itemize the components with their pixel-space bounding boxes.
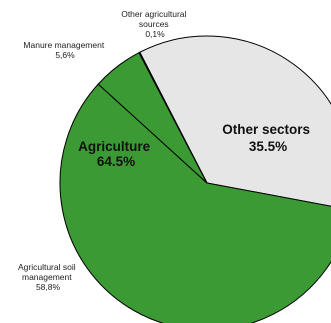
slice-label-other-sectors: Other sectors 35.5% — [222, 122, 314, 154]
slice-label-other-agricultural-sources: Other agricultural sources 0,1% — [121, 9, 189, 39]
slice-label-other-sectors-line1: Other sectors — [222, 122, 310, 137]
slice-label-manure-management: Manure management 5,6% — [23, 40, 106, 60]
slice-label-other-sectors-line2: 35.5% — [249, 139, 287, 154]
slice-label-other-agricultural-sources-line2: sources — [139, 19, 169, 29]
slice-other-sectors — [139, 35, 331, 207]
pie-slices — [59, 35, 331, 323]
slice-label-agricultural-soil-management-line3: 58,8% — [36, 282, 61, 292]
slice-label-manure-management-line1: Manure management — [23, 40, 104, 50]
slice-label-agricultural-soil-management-line2: management — [22, 272, 72, 282]
group-label-agriculture-line1: Agriculture — [78, 139, 151, 154]
slice-agricultural-soil-management — [59, 83, 331, 323]
slice-label-agricultural-soil-management: Agricultural soil management 58,8% — [18, 262, 78, 292]
slice-label-agricultural-soil-management-line1: Agricultural soil — [18, 262, 76, 272]
slice-other-agricultural-sources — [138, 51, 208, 184]
group-label-agriculture-line2: 64.5% — [97, 154, 135, 169]
group-label-agriculture: Agriculture 64.5% — [78, 139, 154, 169]
slice-label-other-agricultural-sources-line1: Other agricultural — [121, 9, 186, 19]
slice-label-manure-management-line2: 5,6% — [55, 50, 75, 60]
slice-label-other-agricultural-sources-line3: 0,1% — [145, 29, 165, 39]
